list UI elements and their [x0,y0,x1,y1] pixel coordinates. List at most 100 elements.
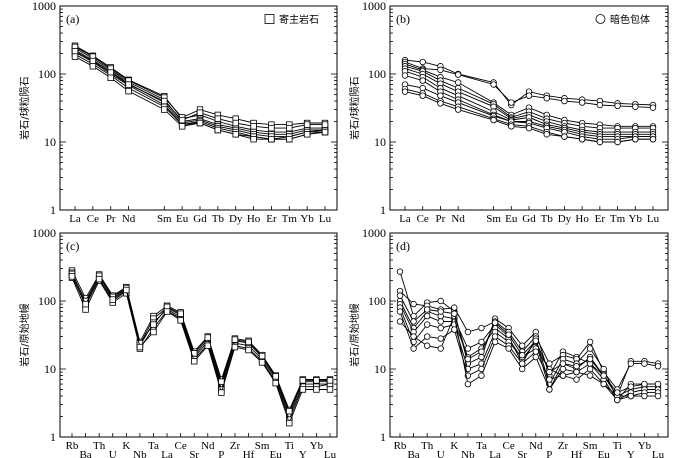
data-point [245,338,252,346]
x-tick-label: Ce [87,213,99,225]
x-tick-label: Sr [189,449,199,458]
data-point [649,135,657,143]
x-tick-label: Lu [647,213,660,225]
data-point [89,63,97,70]
data-point [437,308,444,315]
x-tick-label: Ti [285,440,294,452]
data-point [543,95,550,102]
data-point [437,92,444,99]
data-point [268,124,275,132]
x-tick-label: Yb [310,440,324,452]
data-point [654,392,662,400]
data-point [419,92,426,99]
data-point [410,333,417,340]
x-tick-label: Ho [575,213,589,225]
data-point [454,79,462,86]
data-point [600,365,607,373]
y-tick-label: 10 [374,362,386,376]
y-tick-label: 10 [44,135,56,149]
data-point [136,343,144,351]
y-tick-label: 100 [38,294,56,308]
y-tick-label: 100 [368,67,386,81]
data-point [491,338,499,346]
data-point [627,383,635,390]
legend-circle-marker [595,14,606,24]
data-point [303,131,311,138]
data-point [396,292,404,299]
data-point [649,104,657,111]
data-point [490,116,497,124]
data-point [204,334,211,341]
data-point [107,69,114,76]
data-point [396,318,404,325]
data-point [177,317,184,324]
x-tick-label: La [399,213,411,225]
data-point [508,99,515,106]
data-point [326,386,334,393]
data-point [82,300,89,308]
plot-frame [59,232,338,438]
data-point [525,92,533,99]
x-tick-label: Er [266,213,277,225]
x-tick-label: La [69,213,81,225]
x-tick-label: Ce [503,440,515,452]
panel-b: 1 10 100 1000 岩石/球粒陨石 La Ce Pr Nd Sm Eu Gd Tb Dy Ho Er T… [348,0,669,225]
y-axis-label: 岩石/球粒陨石 [348,76,361,139]
x-tick-label: Ba [407,449,419,458]
data-point [326,377,334,384]
data-point [614,102,621,110]
series-encl-1 [396,268,662,400]
data-point [525,124,533,132]
x-tick-label: Nd [529,440,543,452]
data-point [232,119,239,127]
data-point [401,88,409,95]
data-point [627,392,635,400]
data-point [177,310,184,317]
data-point [178,116,186,124]
y-tick-label: 1 [380,203,386,217]
data-point [532,348,539,355]
data-point [586,338,594,346]
data-point [89,57,97,65]
data-point [299,377,307,384]
data-point [505,345,512,352]
data-point [214,126,222,134]
data-point [508,123,515,130]
data-point [419,77,426,84]
x-tick-label: Rb [66,440,79,452]
data-point [178,123,186,130]
data-point [641,360,648,367]
x-tick-label: Eu [176,213,189,225]
x-tick-label: La [161,449,173,458]
y-tick-label: 100 [368,294,386,308]
x-tick-label: Lu [324,449,337,458]
x-tick-label: Ho [247,213,261,225]
data-point [596,101,604,109]
x-tick-label: Eu [505,213,518,225]
x-tick-label: Gd [522,213,536,225]
data-point [596,138,604,146]
y-tick-label: 10 [374,135,386,149]
data-point [313,377,320,384]
data-point [286,419,293,427]
data-point [632,103,639,110]
y-tick-label: 1000 [32,0,56,13]
y-tick-label: 10 [44,362,56,376]
x-tick-label: Ba [79,449,91,458]
x-tick-label: Zr [558,440,569,452]
series-line [399,271,659,398]
y-axis-label: 岩石/原始地幔 [18,303,31,366]
data-point [454,71,462,78]
plot-frame [59,5,338,211]
data-point [437,345,444,352]
x-tick-label: Eu [598,449,611,458]
data-point [437,100,444,107]
x-tick-label: Tb [212,213,225,225]
x-tick-label: P [218,449,224,458]
x-tick-label: Tm [282,213,298,225]
data-point [437,318,444,325]
data-point [204,342,211,349]
x-tick-label: Nb [461,449,475,458]
data-point [258,352,266,360]
